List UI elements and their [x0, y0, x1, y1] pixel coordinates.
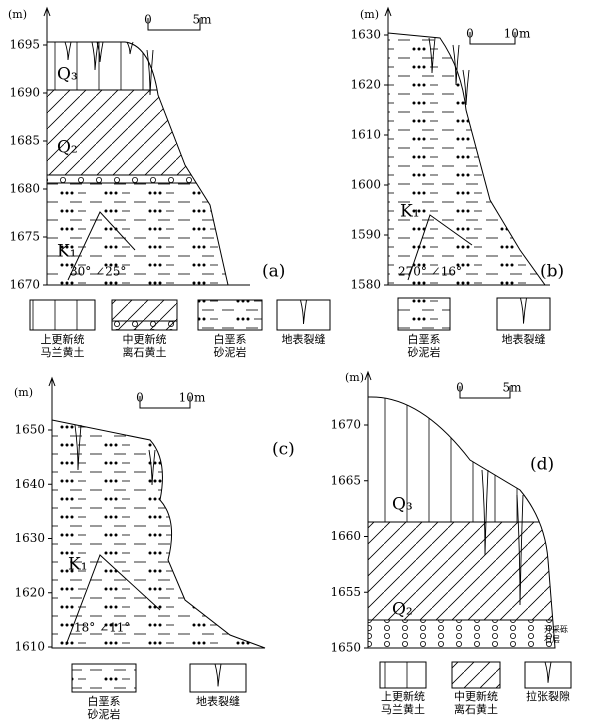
legend-label: 中更新统	[454, 689, 498, 703]
panel-label: (b)	[540, 262, 564, 282]
y-tick-label: 1630	[14, 531, 45, 545]
scale-label: 5m	[192, 13, 212, 27]
y-tick-label: 1590	[350, 228, 381, 242]
stratum	[47, 175, 250, 183]
y-tick-label: 1650	[330, 641, 361, 655]
stratum	[388, 30, 550, 285]
legend-label: 上更新统	[381, 689, 425, 703]
scale-label: 0	[144, 13, 152, 27]
legend-label: 马兰黄土	[381, 702, 425, 716]
axis-unit: (m)	[14, 386, 33, 399]
figure: (m) 1695 1690 1685 1680 1675 1670 0 5m (a) Q₃ Q₂ K₁ 3…	[0, 0, 590, 721]
y-tick-label: 1680	[9, 182, 40, 196]
y-tick-label: 1675	[9, 230, 40, 244]
legend-label: 拉张裂隙	[526, 689, 570, 703]
legend-label: 白垩系	[408, 332, 441, 346]
legend-label: 离石黄土	[123, 345, 167, 359]
y-tick-label: 1620	[14, 585, 45, 599]
y-tick-label: 1650	[14, 423, 45, 437]
stratum	[52, 418, 265, 648]
note: 开采砾	[544, 624, 568, 634]
stratum-label: K₁	[57, 242, 77, 262]
legend-box	[398, 298, 450, 330]
y-tick-label: 1665	[330, 473, 361, 487]
legend-label: 离石黄土	[454, 702, 498, 716]
y-tick-label: 1600	[350, 178, 381, 192]
attitude: 270° ∠16°	[398, 265, 462, 279]
panel-label: (d)	[530, 455, 554, 475]
scale-label: 5m	[502, 381, 522, 395]
attitude: 30° ∠25°	[70, 265, 126, 279]
y-tick-label: 1610	[14, 640, 45, 654]
legend-label: 砂泥岩	[408, 345, 441, 359]
stratum	[47, 90, 250, 175]
legend-box	[30, 300, 95, 330]
stratum-label: Q₂	[57, 138, 78, 158]
panel-label: (c)	[272, 440, 295, 460]
axis-unit: (m)	[360, 8, 379, 21]
y-tick-label: 1670	[330, 418, 361, 432]
axis-unit: (m)	[345, 371, 364, 384]
legend-label: 马兰黄土	[41, 345, 85, 359]
stratum-label: Q₃	[57, 65, 78, 85]
y-tick-label: 1580	[350, 278, 381, 292]
y-tick-label: 1610	[350, 128, 381, 142]
panel-label: (a)	[262, 262, 285, 282]
legend-gravel	[112, 321, 177, 330]
stratum-label: Q₂	[392, 600, 413, 620]
y-tick-label: 1695	[9, 38, 40, 52]
note: 石层	[544, 635, 560, 644]
y-tick-label: 1630	[350, 28, 381, 42]
legend-label: 地表裂缝	[502, 332, 546, 346]
axis-unit: (m)	[8, 8, 27, 21]
y-tick-label: 1685	[9, 134, 40, 148]
legend-label: 白垩系	[214, 332, 247, 346]
y-tick-label: 1670	[9, 278, 40, 292]
legend-label: 地表裂缝	[196, 694, 240, 708]
y-tick-label: 1620	[350, 78, 381, 92]
legend-box	[72, 664, 136, 692]
legend-label: 地表裂缝	[282, 332, 326, 346]
legend-label: 上更新统	[41, 332, 85, 346]
attitude: 18° ∠11°	[74, 621, 130, 635]
y-tick-label: 1660	[330, 529, 361, 543]
stratum-label: Q₃	[392, 495, 413, 515]
legend-box	[452, 662, 500, 688]
y-tick-label: 1640	[14, 477, 45, 491]
stratum-label: K₁	[400, 202, 420, 222]
scale-label: 0	[466, 27, 474, 41]
y-tick-label: 1655	[330, 585, 361, 599]
legend-label: 砂泥岩	[88, 707, 121, 721]
legend-label: 白垩系	[88, 694, 121, 708]
scale-label: 10m	[504, 27, 531, 41]
legend-box	[198, 300, 262, 330]
legend-label: 砂泥岩	[214, 345, 247, 359]
y-tick-label: 1690	[9, 86, 40, 100]
scale-label: 0	[456, 381, 464, 395]
scale-label: 10m	[179, 391, 206, 405]
stratum	[368, 620, 555, 648]
legend-box	[380, 662, 426, 688]
stratum-label: K₁	[68, 555, 88, 575]
scale-label: 0	[136, 391, 144, 405]
legend-label: 中更新统	[123, 332, 167, 346]
